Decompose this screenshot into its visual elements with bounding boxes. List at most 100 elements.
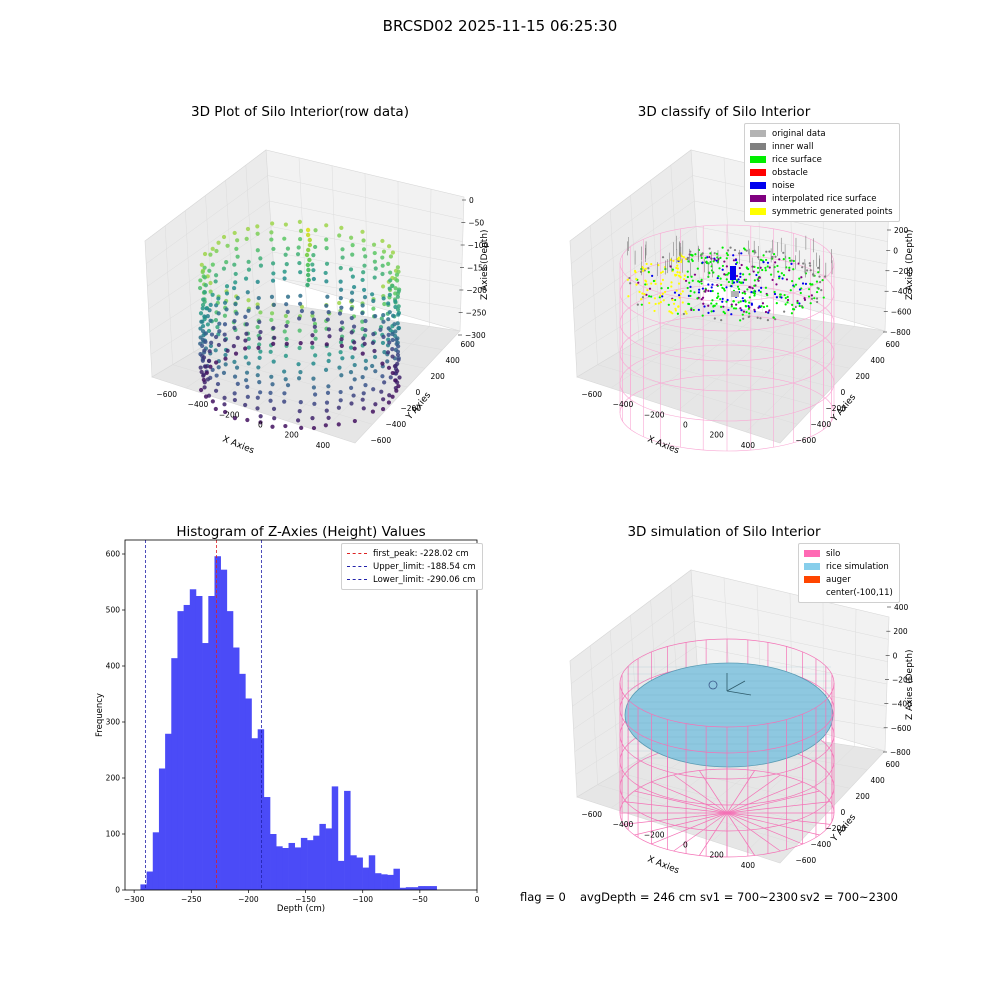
histogram-bar xyxy=(202,643,209,890)
classified-point xyxy=(689,285,692,288)
scatter-point xyxy=(235,295,240,301)
scatter-point xyxy=(271,271,276,276)
scatter-point xyxy=(269,374,274,379)
classified-point xyxy=(781,277,784,280)
scatter-point xyxy=(198,311,204,316)
silo-floor-spoke xyxy=(726,790,820,814)
classified-point xyxy=(742,310,746,313)
x-tick-label: −400 xyxy=(188,400,209,409)
grid-line xyxy=(745,326,855,433)
scatter-point xyxy=(370,409,376,414)
histogram-bar xyxy=(411,887,419,890)
scatter-point xyxy=(380,284,386,289)
z-tick-label: −600 xyxy=(891,724,912,733)
x-tick-label: −400 xyxy=(613,820,634,829)
classified-point xyxy=(775,296,778,299)
scatter-point xyxy=(339,337,344,342)
classified-point xyxy=(740,263,743,267)
raw-x-ticks: −600 −400 −200 0 200 400 xyxy=(156,390,330,450)
scatter-point xyxy=(305,232,311,238)
scatter-point xyxy=(360,397,365,402)
silo-floor-spoke xyxy=(726,812,755,856)
scatter-point xyxy=(243,338,248,343)
classified-point xyxy=(683,274,686,277)
scatter-point xyxy=(244,331,249,336)
classified-point xyxy=(762,254,765,257)
scatter-point xyxy=(352,377,357,382)
scatter-point xyxy=(336,422,341,427)
y-tick-label: −200 xyxy=(826,404,847,413)
scatter-point xyxy=(203,339,208,344)
scatter-point xyxy=(390,347,395,352)
scatter-point xyxy=(222,313,228,318)
scatter-point xyxy=(199,319,204,324)
scatter-point xyxy=(298,399,303,405)
classified-point xyxy=(742,317,745,320)
scatter-point xyxy=(298,301,303,306)
scatter-point xyxy=(307,237,312,243)
classified-point xyxy=(732,307,736,310)
scatter-point xyxy=(388,278,393,283)
legend-swatch xyxy=(750,195,766,202)
classified-point xyxy=(661,295,664,298)
figure-title: BRCSD02 2025-11-15 06:25:30 xyxy=(382,17,618,35)
classified-point xyxy=(645,262,648,266)
scatter-point xyxy=(258,256,263,261)
classified-point xyxy=(709,289,712,293)
silo-floor-spoke xyxy=(634,812,728,836)
classified-point xyxy=(773,292,777,296)
scatter-point xyxy=(245,417,250,423)
scatter-point xyxy=(206,328,212,334)
scatter-point xyxy=(246,259,251,264)
classified-point xyxy=(718,267,721,270)
y-tick-label: 0 xyxy=(841,808,846,817)
classified-point xyxy=(692,308,695,312)
histogram-x-ticks: −300 −250 −200 −150 −100 −50 0 xyxy=(124,890,480,904)
classified-point xyxy=(742,299,745,303)
classified-point xyxy=(759,317,762,320)
original-cluster xyxy=(731,291,739,297)
classified-point xyxy=(766,294,769,297)
x-tick-label: −200 xyxy=(644,830,665,839)
histogram-x-tick-label: −200 xyxy=(238,895,259,904)
legend-swatch xyxy=(804,550,820,557)
scatter-point xyxy=(363,318,368,324)
scatter-point xyxy=(207,268,212,273)
scatter-point xyxy=(232,285,237,291)
histogram-bar xyxy=(263,797,271,890)
scatter-point xyxy=(209,332,215,337)
classified-point xyxy=(701,261,704,264)
legend-swatch xyxy=(750,182,766,189)
scatter-point xyxy=(203,283,208,288)
classified-point xyxy=(662,299,665,302)
classified-point xyxy=(690,308,693,311)
scatter-point xyxy=(385,350,391,355)
scatter-point xyxy=(257,380,262,385)
classified-point xyxy=(822,296,825,299)
scatter-point xyxy=(360,303,365,308)
classified-point xyxy=(753,265,756,268)
scatter-point xyxy=(203,394,209,399)
histogram-bar xyxy=(195,596,203,890)
classified-point xyxy=(690,258,693,261)
raw-x-axis-label: X Axies xyxy=(221,435,256,457)
classified-point xyxy=(651,274,654,277)
classify-x-axis-label: X Axies xyxy=(646,435,681,457)
classified-point xyxy=(720,305,723,308)
scatter-point xyxy=(298,270,303,275)
classified-point xyxy=(764,266,767,269)
scatter-point xyxy=(204,370,209,376)
classified-point xyxy=(682,312,685,316)
scatter-point xyxy=(258,349,263,354)
legend-swatch xyxy=(804,589,820,596)
classified-point xyxy=(722,310,725,313)
scatter-point xyxy=(324,303,329,308)
scatter-point xyxy=(222,402,227,407)
histogram-bar xyxy=(325,828,333,890)
scatter-point xyxy=(214,303,219,308)
scatter-point xyxy=(305,227,311,233)
classified-point xyxy=(688,281,691,284)
scatter-point xyxy=(311,253,316,258)
